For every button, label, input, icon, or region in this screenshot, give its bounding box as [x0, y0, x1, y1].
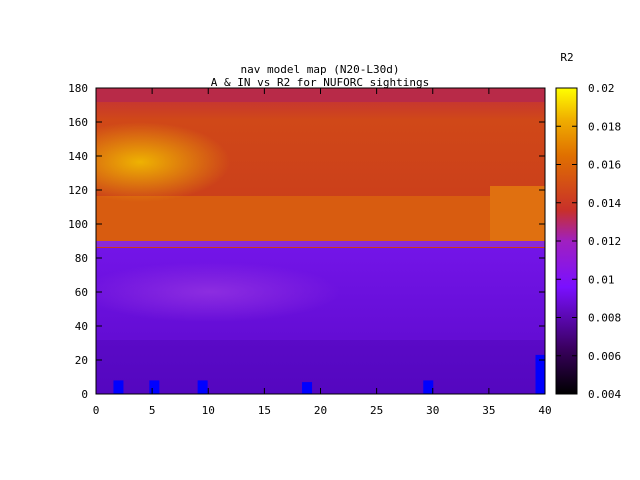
x-tick-label: 5: [149, 404, 156, 417]
colorbar-tick-label: 0.014: [588, 197, 621, 210]
y-tick-label: 180: [68, 82, 88, 95]
x-tick-label: 15: [258, 404, 271, 417]
marker-bar: [423, 380, 434, 394]
marker-bar: [113, 380, 124, 394]
x-tick-label: 40: [538, 404, 551, 417]
marker-bar: [197, 380, 208, 394]
y-tick-label: 140: [68, 150, 88, 163]
marker-bar: [302, 382, 313, 394]
y-tick-label: 40: [75, 320, 88, 333]
colorbar-tick-label: 0.01: [588, 273, 615, 286]
heatmap-field: [96, 88, 545, 394]
chart-subtitle: A & IN vs R2 for NUFORC sightings: [211, 76, 430, 89]
colorbar-tick-label: 0.006: [588, 350, 621, 363]
x-tick-label: 20: [314, 404, 327, 417]
colorbar-tick-label: 0.008: [588, 312, 621, 325]
x-tick-label: 10: [202, 404, 215, 417]
y-tick-label: 80: [75, 252, 88, 265]
colorbar-tick-label: 0.012: [588, 235, 621, 248]
x-tick-label: 30: [426, 404, 439, 417]
colorbar-tick-label: 0.004: [588, 388, 621, 401]
colorbar-tick-label: 0.016: [588, 159, 621, 172]
chart-title: nav model map (N20-L30d): [241, 63, 400, 76]
x-axis: 0 5 10 15 20 25 30 35 40: [93, 88, 552, 417]
y-tick-label: 160: [68, 116, 88, 129]
marker-bar: [149, 380, 160, 394]
x-tick-label: 0: [93, 404, 100, 417]
y-tick-label: 20: [75, 354, 88, 367]
x-tick-label: 25: [370, 404, 383, 417]
colorbar-tick-label: 0.018: [588, 120, 621, 133]
y-tick-label: 60: [75, 286, 88, 299]
x-tick-label: 35: [482, 404, 495, 417]
y-axis: 0 20 40 60 80 100 120 140 160 180: [68, 82, 545, 401]
y-tick-label: 0: [81, 388, 88, 401]
y-tick-label: 120: [68, 184, 88, 197]
colorbar-tick-label: 0.02: [588, 82, 615, 95]
y-tick-label: 100: [68, 218, 88, 231]
colorbar-title: R2: [560, 51, 573, 64]
marker-layer: [113, 354, 546, 394]
colorbar-axis: 0.004 0.006 0.008 0.01 0.012 0.014 0.016 0.018 0…: [556, 82, 621, 401]
marker-bar: [535, 354, 546, 394]
